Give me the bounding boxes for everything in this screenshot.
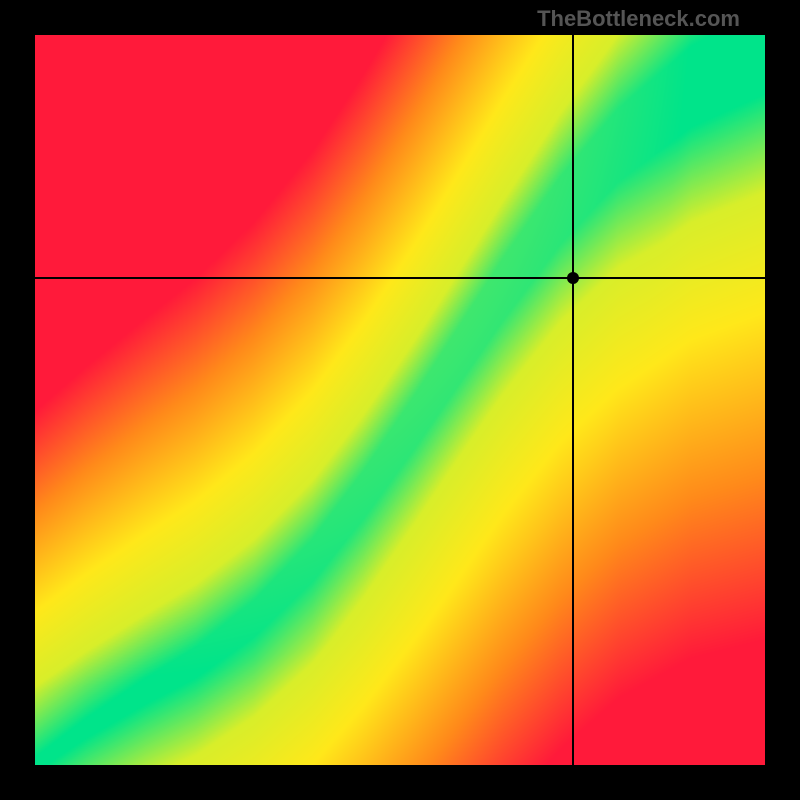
crosshair-vertical [572,35,574,765]
watermark: TheBottleneck.com [537,6,740,32]
crosshair-dot [567,272,579,284]
frame-bottom [0,765,800,800]
frame-left [0,0,35,800]
crosshair-horizontal [35,277,765,279]
frame-right [765,0,800,800]
heatmap-canvas [35,35,765,765]
